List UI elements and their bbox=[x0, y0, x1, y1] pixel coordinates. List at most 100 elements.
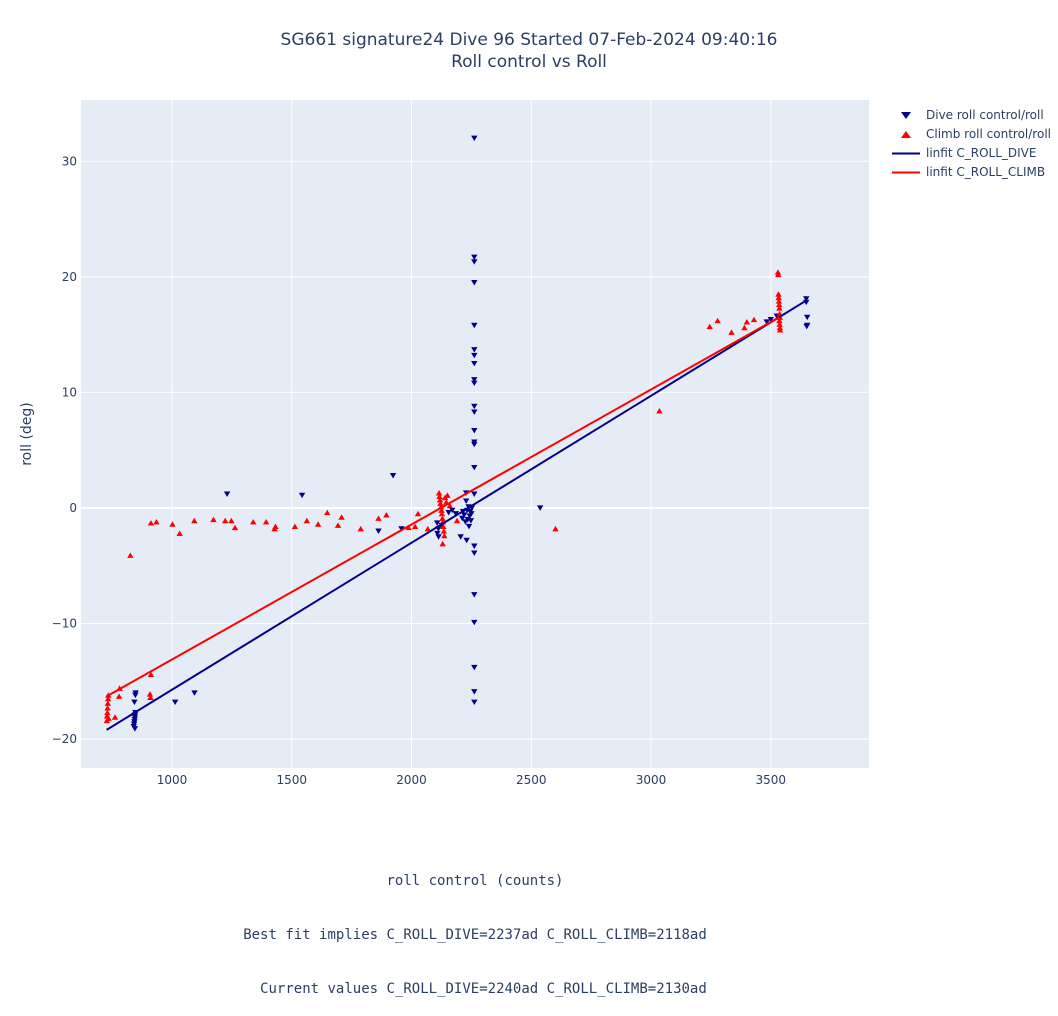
legend: Dive roll control/roll Climb roll contro… bbox=[888, 106, 1051, 182]
y-axis-label: roll (deg) bbox=[19, 402, 35, 466]
dive-point bbox=[131, 726, 139, 732]
dive-point bbox=[471, 550, 478, 556]
x-axis-label: roll control (counts) bbox=[386, 873, 564, 889]
climb-point bbox=[169, 521, 176, 527]
climb-point bbox=[440, 528, 448, 534]
dive-point bbox=[471, 259, 478, 265]
dive-point bbox=[471, 254, 478, 261]
dive-point bbox=[468, 511, 475, 517]
dive-point bbox=[471, 380, 478, 387]
current-values-note: Current values C_ROLL_DIVE=2240ad C_ROLL… bbox=[243, 981, 707, 997]
climb-point bbox=[438, 510, 446, 517]
dive-point bbox=[536, 505, 544, 511]
climb-point bbox=[147, 671, 155, 677]
climb-point bbox=[153, 518, 160, 525]
climb-point bbox=[250, 518, 257, 525]
y-tick-label: 0 bbox=[69, 501, 77, 515]
climb-point bbox=[743, 319, 751, 325]
dive-point bbox=[298, 492, 306, 499]
fit-line bbox=[106, 316, 780, 698]
dive-point bbox=[471, 135, 478, 142]
climb-point bbox=[437, 500, 444, 506]
dive-point bbox=[131, 699, 138, 706]
x-axis-label-block: roll control (counts) Best fit implies C… bbox=[175, 836, 775, 1016]
dive-point bbox=[433, 520, 441, 526]
climb-point bbox=[728, 329, 735, 335]
climb-point bbox=[147, 694, 154, 701]
climb-point bbox=[228, 517, 235, 524]
scatter-plot: 1000 1500 2000 2500 3000 3500 −20 −10 0 10 20 30 bbox=[52, 100, 869, 787]
climb-point bbox=[775, 298, 783, 304]
dive-point bbox=[471, 543, 478, 549]
climb-point bbox=[706, 323, 713, 330]
climb-point bbox=[334, 522, 342, 528]
y-tick-label: 20 bbox=[62, 270, 77, 284]
fit-line bbox=[106, 299, 808, 731]
dive-point bbox=[471, 592, 478, 598]
legend-item-climb-points[interactable]: Climb roll control/roll bbox=[888, 125, 1051, 144]
climb-point bbox=[435, 490, 443, 496]
y-tick-label: −20 bbox=[52, 732, 77, 746]
climb-point bbox=[776, 317, 783, 324]
climb-point bbox=[414, 510, 422, 517]
climb-point bbox=[441, 532, 448, 539]
climb-point bbox=[775, 291, 782, 297]
climb-point bbox=[104, 709, 111, 716]
legend-item-dive-points[interactable]: Dive roll control/roll bbox=[888, 106, 1051, 125]
dive-point bbox=[457, 534, 464, 540]
legend-item-climb-fit[interactable]: linfit C_ROLL_CLIMB bbox=[888, 163, 1051, 182]
climb-point bbox=[439, 540, 446, 547]
climb-point bbox=[776, 327, 784, 333]
climb-point bbox=[210, 516, 217, 523]
dive-point bbox=[471, 699, 478, 706]
dive-point bbox=[223, 491, 231, 497]
dive-point bbox=[763, 319, 770, 325]
dive-point bbox=[434, 530, 441, 537]
climb-point bbox=[775, 271, 782, 278]
y-tick-label: −10 bbox=[52, 617, 77, 631]
climb-point bbox=[272, 523, 279, 530]
climb-point bbox=[375, 515, 382, 521]
climb-point bbox=[115, 693, 123, 699]
legend-item-dive-fit[interactable]: linfit C_ROLL_DIVE bbox=[888, 144, 1051, 163]
climb-point bbox=[262, 518, 270, 525]
climb-point bbox=[741, 324, 748, 331]
dive-point bbox=[471, 689, 478, 695]
chart-title: SG661 signature24 Dive 96 Started 07-Feb… bbox=[280, 30, 778, 50]
best-fit-note: Best fit implies C_ROLL_DIVE=2237ad C_RO… bbox=[243, 927, 707, 943]
climb-point bbox=[314, 521, 322, 527]
dive-point bbox=[471, 619, 478, 626]
climb-point bbox=[405, 524, 412, 531]
dive-point bbox=[803, 296, 810, 302]
climb-point bbox=[383, 512, 390, 518]
dive-point bbox=[389, 473, 397, 479]
legend-label: linfit C_ROLL_CLIMB bbox=[926, 165, 1046, 179]
dive-point bbox=[435, 534, 442, 540]
climb-point bbox=[453, 517, 461, 524]
climb-point bbox=[357, 525, 364, 532]
x-tick-label: 1000 bbox=[157, 773, 188, 787]
dive-point bbox=[449, 507, 456, 514]
dive-point bbox=[132, 690, 139, 696]
dive-point bbox=[804, 314, 811, 321]
dive-point bbox=[375, 528, 382, 534]
chart-subtitle: Roll control vs Roll bbox=[451, 52, 607, 72]
climb-point bbox=[303, 517, 311, 524]
dive-point bbox=[471, 409, 478, 415]
dive-point bbox=[471, 664, 478, 671]
climb-point bbox=[552, 525, 559, 532]
plot-area bbox=[81, 100, 869, 768]
climb-point bbox=[776, 305, 783, 311]
climb-point bbox=[111, 714, 119, 720]
x-tick-label: 1500 bbox=[276, 773, 307, 787]
dive-point bbox=[463, 537, 470, 544]
climb-point bbox=[338, 514, 345, 520]
climb-point bbox=[750, 316, 758, 323]
dive-point bbox=[471, 403, 478, 410]
dive-point bbox=[471, 441, 478, 448]
dive-point bbox=[471, 352, 478, 359]
triangle-up-icon bbox=[901, 131, 911, 138]
climb-point bbox=[104, 705, 111, 711]
climb-point bbox=[775, 301, 783, 308]
climb-point bbox=[436, 493, 443, 499]
